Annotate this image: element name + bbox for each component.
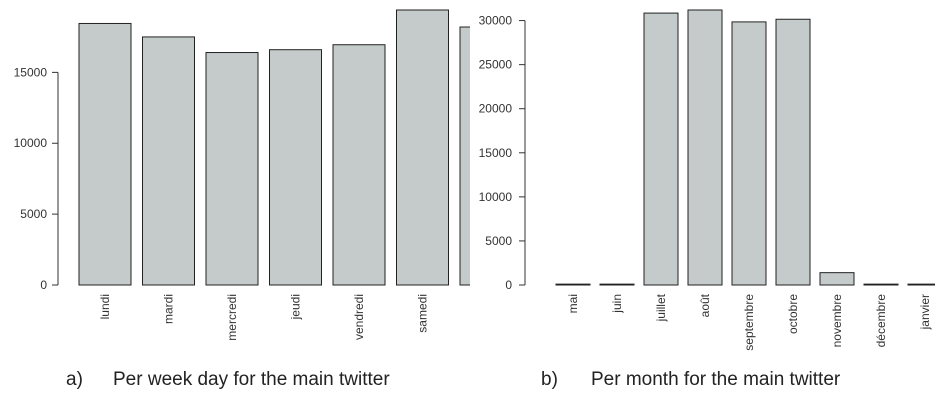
bar-a [142,36,195,286]
category-label-a: mercredi [225,294,239,341]
y-tick-label-b: 10000 [479,190,513,204]
bar-b [731,21,767,286]
category-label-a: vendredi [352,294,366,340]
y-tick-label-b: 20000 [479,102,513,116]
caption-b-text: Per month for the main twitter [591,369,841,390]
category-label-a: mardi [162,294,176,324]
caption-a-text: Per week day for the main twitter [113,369,390,390]
panel-a-weekday-chart: 0 5000 10000 15000 lundi mardi mercredi jeudi ve… [14,9,470,341]
category-label-b: juin [610,294,624,314]
bar-b [643,12,679,286]
bar-b [555,283,591,286]
category-label-b: juillet [654,293,668,322]
bar-b [907,283,935,286]
bar-b [599,283,635,286]
category-label-b: octobre [786,294,800,334]
category-label-b: décembre [874,294,888,348]
y-tick-label-a: 10000 [14,136,48,150]
category-label-b: janvier [918,294,932,330]
y-tick-label-b: 5000 [485,234,512,248]
bar-b [863,283,899,286]
bars-a [78,9,470,286]
y-tick-label-b: 30000 [479,14,513,28]
bar-b [775,18,811,286]
category-label-b: septembre [742,294,756,351]
y-tick-label-a: 0 [40,278,47,292]
bar-a [269,49,322,286]
category-label-a: jeudi [289,294,303,320]
category-label-a: samedi [416,294,430,333]
caption-a-letter: a) [66,369,83,390]
bar-a [205,52,259,286]
category-label-b: août [698,293,712,317]
bars-b [555,9,935,286]
bar-a [396,9,449,286]
bar-b [819,272,855,286]
bar-a [78,22,132,286]
bar-a [332,44,386,286]
y-tick-label-a: 5000 [20,207,47,221]
bar-a [459,26,470,286]
category-label-a: lundi [98,294,112,319]
y-tick-label-b: 15000 [479,146,513,160]
category-label-b: mai [566,294,580,313]
panel-b-month-chart: 0 5000 10000 15000 20000 25000 30000 mai juin jui… [479,9,935,351]
bar-b [687,9,723,286]
category-label-b: novembre [830,294,844,348]
y-tick-label-a: 15000 [14,65,48,79]
y-tick-label-b: 0 [505,278,512,292]
y-tick-label-b: 25000 [479,58,513,72]
caption-b-letter: b) [541,369,558,390]
